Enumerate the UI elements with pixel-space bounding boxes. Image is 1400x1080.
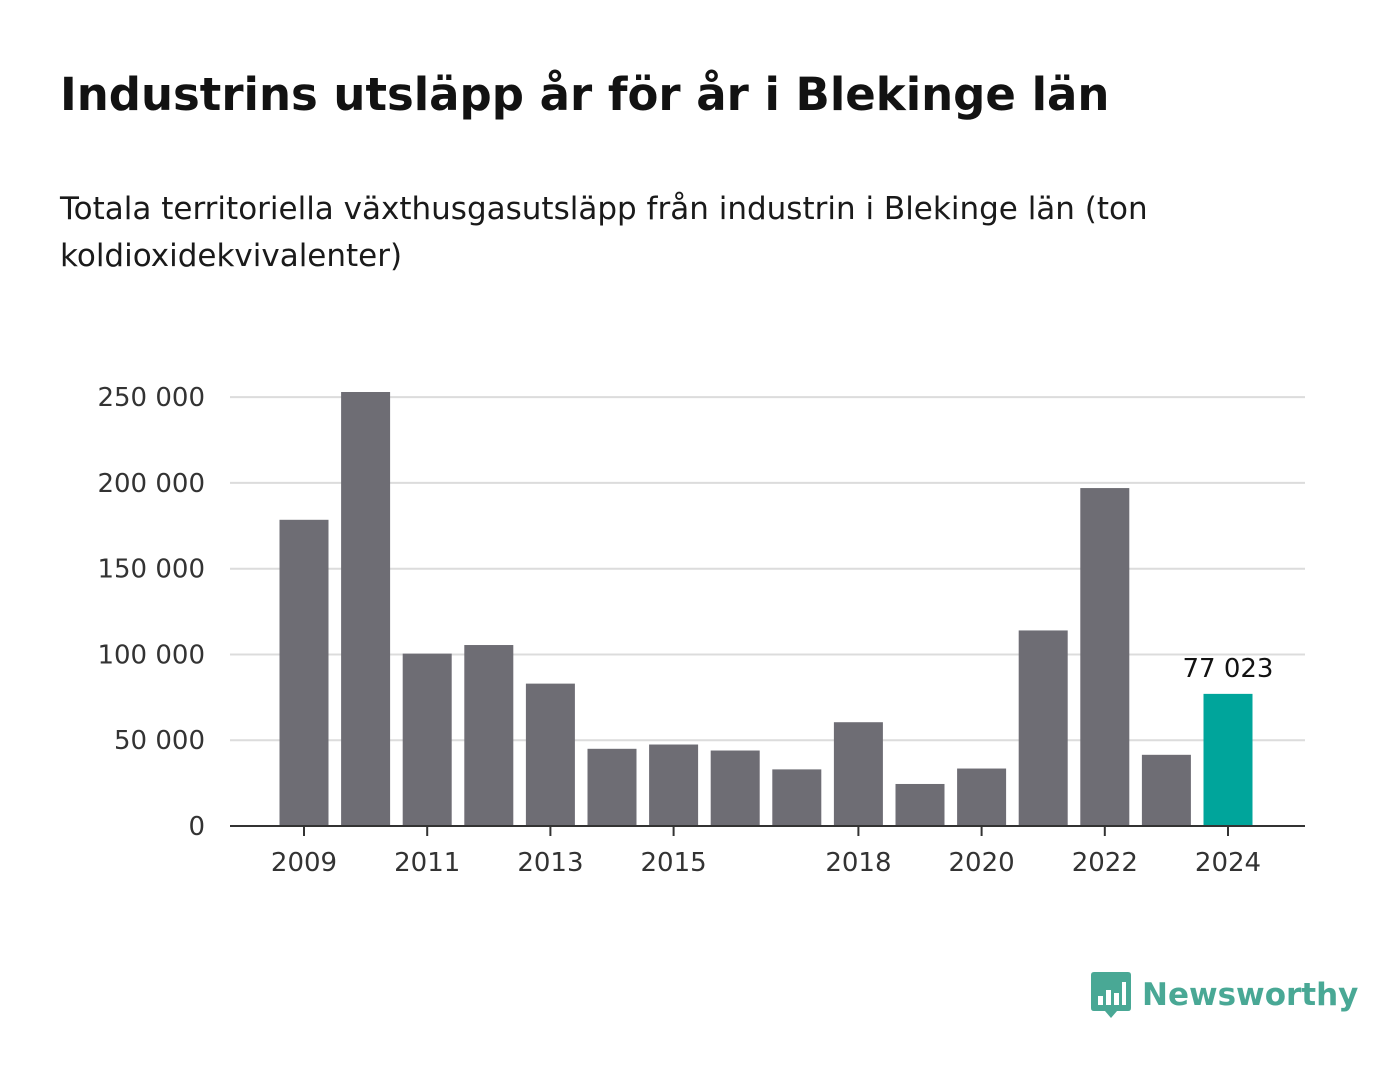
bar-2010 [341, 392, 391, 826]
y-tick-label: 100 000 [97, 640, 205, 670]
bar-2021 [1018, 630, 1068, 826]
x-tick-label: 2022 [1072, 848, 1138, 878]
bar-2019 [895, 783, 945, 826]
y-tick-label: 200 000 [97, 469, 205, 499]
newsworthy-chart-bubble-icon [1091, 972, 1131, 1018]
x-tick-label: 2020 [949, 848, 1015, 878]
bar-2022 [1080, 488, 1130, 826]
gridlines [230, 396, 1305, 742]
brand-name: Newsworthy [1142, 977, 1359, 1013]
labels: 0 50 000 100 000 150 000 200 000 250 000 2009 2… [97, 383, 1273, 878]
chart-title: Industrins utsläpp år för år i Blekinge … [60, 68, 1110, 121]
bar-2012 [464, 645, 514, 826]
newsworthy-logo: Newsworthy [1090, 970, 1358, 1020]
y-tick-label: 0 [188, 812, 205, 842]
bar-2023 [1141, 754, 1191, 826]
bar-2017 [772, 769, 822, 826]
chart-subtitle: Totala territoriella växthusgasutsläpp f… [60, 191, 1148, 274]
bar-value-label: 77 023 [1183, 654, 1274, 684]
bars [279, 392, 1253, 826]
bar-2020 [957, 768, 1007, 826]
x-tick-label: 2013 [517, 848, 583, 878]
bar-2015 [649, 744, 699, 826]
bar-2024 [1203, 693, 1253, 826]
x-tick-label: 2018 [825, 848, 891, 878]
bar-2009 [279, 519, 329, 826]
bar-2013 [525, 683, 575, 826]
x-tick-label: 2024 [1195, 848, 1261, 878]
x-tick-label: 2011 [394, 848, 460, 878]
y-tick-label: 50 000 [114, 726, 205, 756]
y-tick-label: 150 000 [97, 555, 205, 585]
bar-2018 [833, 722, 883, 826]
y-tick-label: 250 000 [97, 383, 205, 413]
bar-2016 [710, 750, 760, 826]
x-tick-label: 2009 [271, 848, 337, 878]
bar-2014 [587, 748, 637, 826]
bar-2011 [402, 653, 452, 826]
x-tick-label: 2015 [641, 848, 707, 878]
axes [230, 825, 1305, 836]
